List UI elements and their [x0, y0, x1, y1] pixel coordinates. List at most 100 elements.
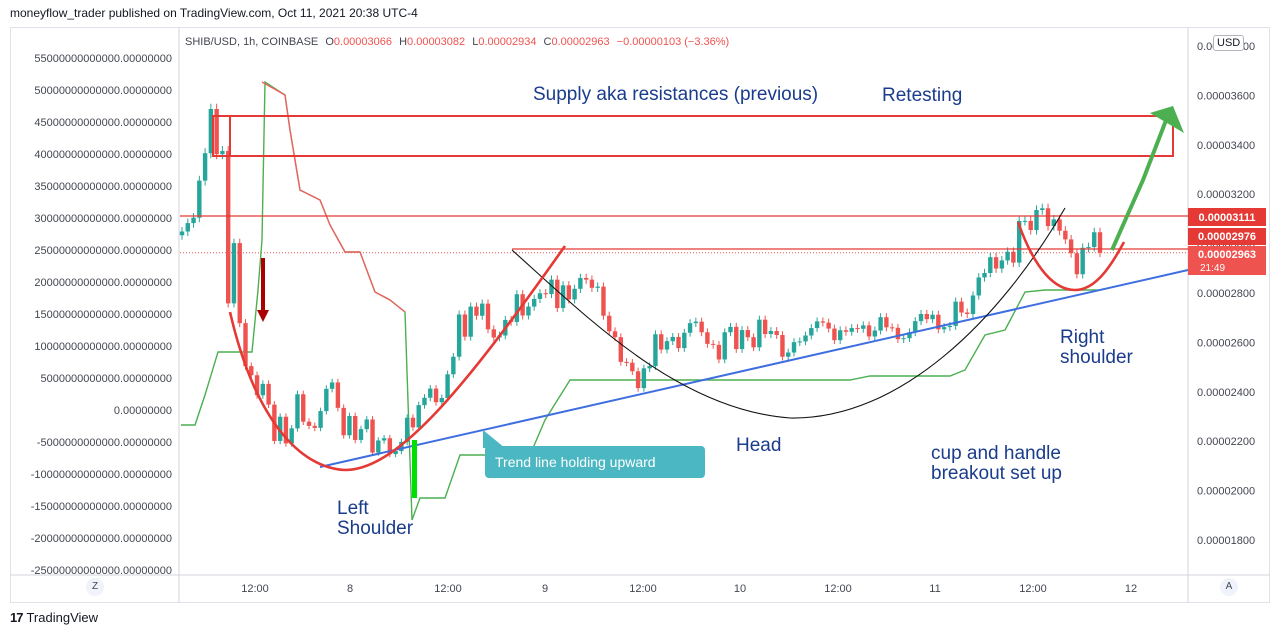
candle-body [693, 321, 699, 324]
cup-handle-line2: breakout set up [931, 463, 1062, 484]
price-tick-label: 0.00002800 [1197, 288, 1255, 300]
candle-body [208, 108, 214, 154]
left-shoulder-line1: Left [337, 498, 369, 519]
candle-body [549, 279, 554, 294]
time-tick-label: 12:00 [1019, 583, 1047, 595]
candle-body [855, 328, 860, 330]
candle-body [803, 335, 808, 342]
candle [266, 380, 271, 409]
candle-body [560, 285, 566, 309]
candle-body [1086, 247, 1091, 249]
candle-body [416, 405, 421, 428]
candle [318, 407, 323, 432]
candle [1011, 247, 1016, 267]
candle-body [786, 352, 791, 357]
candle-body [202, 153, 208, 181]
candle-body [249, 366, 254, 376]
candle [531, 294, 537, 311]
candle [676, 333, 681, 352]
candle-body [422, 397, 427, 406]
candle-body [312, 425, 317, 428]
candle-body [1028, 220, 1033, 231]
candle-body [647, 366, 652, 369]
candle [589, 275, 595, 292]
candle-body [295, 394, 300, 429]
candle-body [1057, 219, 1062, 231]
time-tick-label: 11 [929, 583, 940, 595]
candle-body [404, 417, 410, 442]
candle-body [635, 371, 641, 389]
candle-body [653, 334, 658, 367]
chart-frame [10, 27, 1270, 603]
candle-body [301, 394, 306, 422]
price-label-2: 0.00002976 [1198, 231, 1256, 243]
auto-scale-left-button[interactable]: Z [86, 578, 104, 596]
svg-text:SHIB/USD, 1h, COINBASE O: SHIB/USD, 1h, COINBASE O0.00003066 H0.00… [185, 36, 729, 48]
candle [451, 352, 456, 378]
currency-button[interactable]: USD [1213, 35, 1245, 51]
candle-body [630, 362, 635, 372]
publisher-header: moneyflow_trader published on TradingVie… [10, 6, 418, 20]
candle-body [399, 441, 404, 452]
candle-body [814, 321, 820, 329]
candle [734, 322, 739, 353]
candle [566, 281, 572, 304]
candle-body [1040, 208, 1045, 211]
candle-body [572, 288, 577, 300]
left-tick-label: 10000000000000.00000000 [34, 341, 172, 353]
candle [202, 148, 208, 186]
price-label-current: 0.00002963 [1198, 249, 1256, 261]
candle [364, 416, 369, 433]
candle [751, 333, 756, 352]
candle [820, 317, 826, 327]
candle-body [751, 337, 756, 348]
candle [370, 416, 375, 456]
legend-o-label: O [325, 36, 334, 48]
candle-body [485, 303, 491, 330]
candle [837, 326, 843, 345]
candle [1068, 234, 1074, 258]
candle-body [324, 388, 329, 412]
candle [826, 318, 831, 333]
candle [341, 404, 346, 439]
candle [225, 145, 231, 308]
right-shoulder-line2: shoulder [1060, 347, 1134, 368]
candle-body [641, 368, 647, 389]
tradingview-logo-icon: 17 [10, 610, 24, 625]
candle [1022, 216, 1028, 226]
candle-body [797, 341, 802, 343]
candle-body [791, 342, 797, 353]
candle [572, 284, 577, 304]
candle [358, 425, 364, 444]
candle-body [970, 295, 976, 314]
candle-body [1074, 253, 1080, 275]
candle-body [583, 277, 589, 280]
trend-line-callout: Trend line holding upward [483, 430, 705, 478]
candle [595, 282, 600, 292]
candle-body [451, 356, 456, 375]
candle [410, 414, 416, 431]
candle-body [439, 397, 445, 403]
auto-scale-right-button[interactable]: A [1220, 578, 1238, 596]
left-tick-label: 30000000000000.00000000 [34, 213, 172, 225]
time-tick-label: 12:00 [434, 583, 462, 595]
candle-body [381, 438, 387, 441]
candle [514, 290, 520, 326]
left-tick-label: 45000000000000.00000000 [34, 117, 172, 129]
candle-body [993, 257, 999, 269]
candle-body [918, 313, 924, 322]
candle [866, 321, 872, 341]
candle-body [1092, 232, 1097, 248]
candle [474, 302, 479, 320]
candle [468, 302, 473, 341]
candle [762, 315, 768, 338]
candle-body [428, 388, 433, 398]
candle-body [1051, 219, 1057, 227]
price-axis: 0.000038000.000036000.000034000.00003200… [1197, 41, 1255, 547]
candle-body [1016, 220, 1022, 263]
candle-body [901, 338, 906, 340]
candle [993, 252, 999, 273]
candle-body [999, 260, 1005, 269]
candle-body [762, 319, 768, 335]
